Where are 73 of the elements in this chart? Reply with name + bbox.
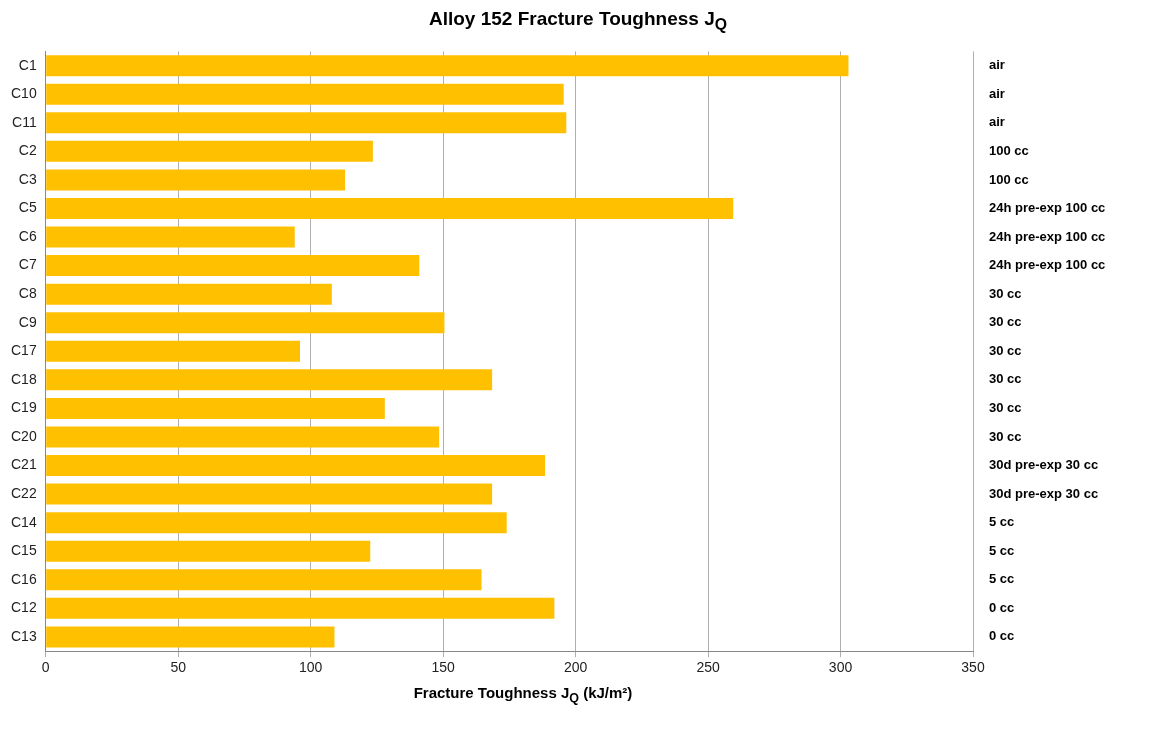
y-tick-label: C9: [18, 313, 37, 330]
y-tick-label: C15: [11, 541, 37, 558]
text: 30 cc: [989, 371, 1022, 387]
x-tick-label: 250: [696, 659, 720, 676]
bar: [46, 312, 445, 334]
text: 0 cc: [989, 599, 1015, 615]
bar: [46, 569, 482, 591]
bar: [46, 140, 373, 162]
bar: [46, 283, 332, 305]
y-tick-label: C1: [18, 56, 37, 73]
text: 5 cc: [989, 514, 1015, 530]
text: 24h pre-exp 100 cc: [989, 256, 1106, 272]
y-tick-label: C10: [11, 84, 37, 101]
bar: [46, 626, 335, 648]
y-tick-label: C7: [18, 256, 37, 273]
y-tick-label: C13: [11, 627, 37, 644]
y-tick-label: C14: [11, 513, 37, 530]
x-tick-label: 50: [170, 659, 187, 676]
y-tick-label: C18: [11, 370, 37, 387]
text: air: [989, 57, 1005, 73]
y-tick-label: C20: [11, 427, 37, 444]
y-tick-label: C16: [11, 570, 37, 587]
y-tick-label: C11: [12, 113, 37, 130]
x-tick-label: 200: [563, 659, 588, 676]
text: 5 cc: [989, 542, 1015, 558]
bar: [46, 197, 734, 219]
bar: [46, 369, 493, 391]
text: 30d pre-exp 30 cc: [989, 485, 1099, 501]
x-axis-title: Fracture Toughness J$_{Q}$ (kJ/m²): [412, 683, 634, 705]
text: 100 cc: [989, 171, 1029, 187]
y-tick-label: C21: [11, 456, 37, 473]
y-tick-label: C19: [11, 399, 37, 416]
y-tick-label: C22: [11, 484, 37, 501]
x-tick-label: 100: [298, 659, 323, 676]
x-tick-label: 150: [431, 659, 455, 676]
y-tick-label: C3: [18, 170, 37, 187]
bar: [46, 254, 420, 276]
bar: [46, 426, 440, 448]
text: 100 cc: [989, 142, 1029, 158]
bar: [46, 397, 385, 419]
x-tick-label: 350: [961, 659, 985, 676]
bar: [46, 54, 849, 76]
bar: [46, 483, 493, 505]
text: 30 cc: [989, 399, 1022, 415]
text: 30 cc: [989, 314, 1022, 330]
bar: [46, 454, 546, 476]
text: 30 cc: [989, 285, 1022, 301]
bar: [46, 340, 301, 362]
text: 5 cc: [989, 571, 1015, 587]
bar: [46, 540, 371, 562]
text: 30 cc: [989, 342, 1022, 358]
y-tick-label: C5: [18, 199, 37, 216]
y-tick-label: C8: [18, 284, 37, 301]
y-tick-label: C17: [11, 341, 37, 358]
chart-title: Alloy 152 Fracture Toughness J$_{Q}$: [427, 8, 729, 34]
text: 30d pre-exp 30 cc: [989, 456, 1099, 472]
bar: [46, 597, 555, 619]
bar: [46, 511, 507, 533]
text: air: [989, 114, 1005, 130]
bar: [46, 226, 295, 248]
x-tick-label: 0: [41, 659, 50, 676]
y-tick-label: C6: [18, 227, 37, 244]
text: air: [989, 85, 1005, 101]
bar: [46, 83, 564, 105]
bar: [46, 169, 346, 191]
text: 30 cc: [989, 428, 1022, 444]
x-tick-label: 300: [828, 659, 853, 676]
text: 24h pre-exp 100 cc: [989, 199, 1106, 215]
text: 24h pre-exp 100 cc: [989, 228, 1106, 244]
text: 0 cc: [989, 628, 1015, 644]
bar: [46, 112, 567, 134]
y-tick-label: C2: [18, 142, 37, 159]
y-tick-label: C12: [11, 599, 37, 616]
